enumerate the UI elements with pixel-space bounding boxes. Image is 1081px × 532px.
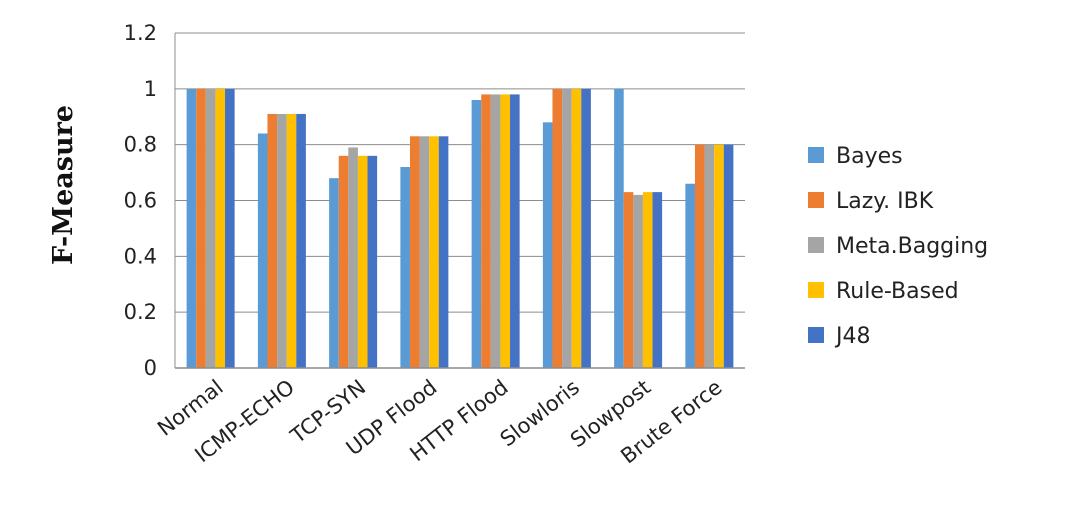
bar xyxy=(642,192,653,368)
legend-label: Bayes xyxy=(836,144,903,169)
bar xyxy=(652,192,663,368)
bar xyxy=(510,94,520,369)
legend-swatch xyxy=(808,237,824,253)
bar xyxy=(614,88,624,368)
y-tick-label: 0.8 xyxy=(124,133,157,157)
bar xyxy=(542,122,553,368)
bar xyxy=(623,192,634,368)
bar xyxy=(723,144,734,368)
bar xyxy=(581,88,591,368)
legend-swatch xyxy=(808,192,824,208)
bar xyxy=(329,178,339,368)
bar xyxy=(409,136,420,368)
legend-swatch xyxy=(808,147,824,163)
bars xyxy=(186,88,734,369)
bar xyxy=(685,183,695,368)
bar xyxy=(357,155,368,368)
bar xyxy=(267,113,278,368)
bar xyxy=(429,136,439,368)
bar xyxy=(296,113,306,368)
bar xyxy=(215,88,226,368)
bar xyxy=(490,94,501,369)
legend-swatch xyxy=(808,327,824,343)
bar xyxy=(225,88,235,368)
bar xyxy=(633,194,643,368)
y-tick-labels: 0 0.2 0.4 0.6 0.8 1 1.2 xyxy=(124,21,157,380)
y-tick-label: 1.2 xyxy=(124,21,157,45)
bar xyxy=(186,88,197,368)
legend-label: Rule-Based xyxy=(836,279,959,304)
bar xyxy=(552,88,563,368)
y-tick-label: 0.6 xyxy=(124,189,157,213)
bar xyxy=(257,133,268,368)
y-tick-label: 0.4 xyxy=(124,244,157,268)
legend: Bayes Lazy. IBK Meta.Bagging Rule-Based J48 xyxy=(808,144,988,349)
bar xyxy=(338,155,349,368)
bar xyxy=(367,155,378,368)
legend-swatch xyxy=(808,282,824,298)
bar xyxy=(438,136,449,368)
legend-label: Lazy. IBK xyxy=(836,189,934,214)
bar xyxy=(196,88,206,368)
y-axis-label: F-Measure xyxy=(48,105,79,265)
bar xyxy=(419,136,430,368)
bar xyxy=(481,94,491,369)
legend-label: J48 xyxy=(834,324,870,349)
bar xyxy=(348,147,358,368)
bar xyxy=(694,144,705,368)
bar xyxy=(562,88,572,368)
bar xyxy=(714,144,724,368)
bar xyxy=(286,113,297,368)
bar xyxy=(277,113,287,368)
y-tick-label: 0 xyxy=(144,356,157,380)
bar xyxy=(400,167,410,368)
bar xyxy=(205,88,216,368)
bar xyxy=(500,94,511,369)
axes xyxy=(174,33,745,369)
y-tick-label: 0.2 xyxy=(124,300,157,324)
legend-label: Meta.Bagging xyxy=(836,234,988,259)
bar xyxy=(571,88,582,368)
y-tick-label: 1 xyxy=(144,77,157,101)
bar xyxy=(471,100,482,368)
bar xyxy=(704,144,715,368)
